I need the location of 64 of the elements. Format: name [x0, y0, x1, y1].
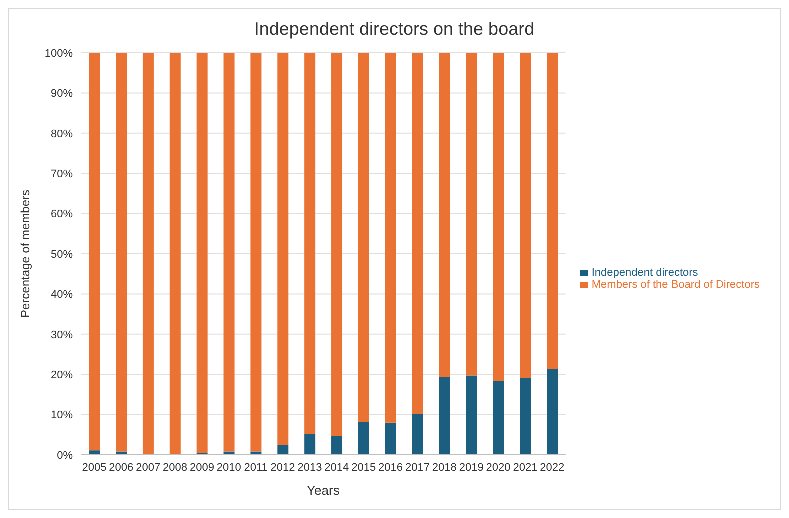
x-tick-label: 2009 [190, 462, 214, 474]
bar [332, 53, 343, 436]
x-tick-label: 2008 [163, 462, 188, 474]
x-tick-label: 2013 [298, 462, 322, 474]
bar [439, 377, 450, 455]
x-tick-label: 2019 [459, 462, 484, 474]
x-tick-label: 2007 [136, 462, 161, 474]
bar [304, 53, 316, 434]
bar [116, 53, 128, 452]
x-tick-label: 2022 [540, 462, 565, 474]
y-tick-label: 100% [44, 48, 74, 60]
x-tick-label: 2011 [244, 462, 268, 474]
x-tick-label: 2018 [432, 462, 457, 474]
x-tick-label: 2016 [378, 462, 404, 474]
legend-label: Independent directors [592, 267, 698, 279]
bar [412, 53, 424, 414]
bar [358, 422, 370, 455]
y-tick-label: 0% [57, 450, 74, 462]
x-tick-label: 2020 [486, 462, 511, 474]
bar [278, 445, 289, 455]
bar [89, 53, 100, 451]
bar [520, 53, 532, 378]
chart-title: Independent directors on the board [253, 18, 536, 41]
bar [547, 53, 558, 369]
bar [385, 53, 396, 423]
x-tick-label: 2015 [352, 462, 376, 474]
x-tick-label: 2005 [82, 462, 107, 474]
y-tick-label: 40% [50, 289, 74, 302]
bar [250, 53, 262, 452]
bar [466, 376, 478, 455]
y-tick-label: 50% [50, 248, 74, 261]
y-axis-title: Percentage of members [18, 190, 32, 318]
y-tick-label: 10% [50, 410, 74, 422]
bar [89, 450, 100, 455]
bar [493, 381, 504, 455]
bar [278, 53, 289, 446]
y-tick-label: 60% [50, 208, 74, 221]
y-tick-label: 20% [50, 370, 74, 382]
bar [412, 414, 424, 455]
bar [385, 422, 396, 455]
bar [332, 436, 343, 455]
x-tick-label: 2006 [109, 462, 134, 474]
legend-label: Members of the Board of Directors [592, 279, 760, 291]
bar [520, 378, 532, 455]
x-tick-label: 2014 [324, 462, 350, 474]
x-tick-label: 2010 [216, 462, 242, 474]
bar [196, 53, 208, 454]
bar [142, 53, 154, 455]
x-tick-label: 2021 [513, 462, 538, 474]
y-tick-label: 30% [50, 329, 74, 342]
y-tick-label: 70% [50, 168, 74, 181]
bar [224, 53, 235, 452]
y-tick-label: 80% [50, 128, 74, 140]
x-tick-label: 2017 [405, 462, 430, 474]
bar [358, 53, 370, 422]
x-axis-title: Years [307, 483, 340, 498]
x-tick-label: 2012 [270, 462, 296, 474]
bar [466, 53, 478, 376]
bar [547, 368, 558, 455]
bar [493, 53, 504, 382]
y-tick-label: 90% [50, 88, 74, 100]
bar [439, 53, 450, 378]
bar [304, 434, 316, 455]
bar [170, 53, 181, 455]
